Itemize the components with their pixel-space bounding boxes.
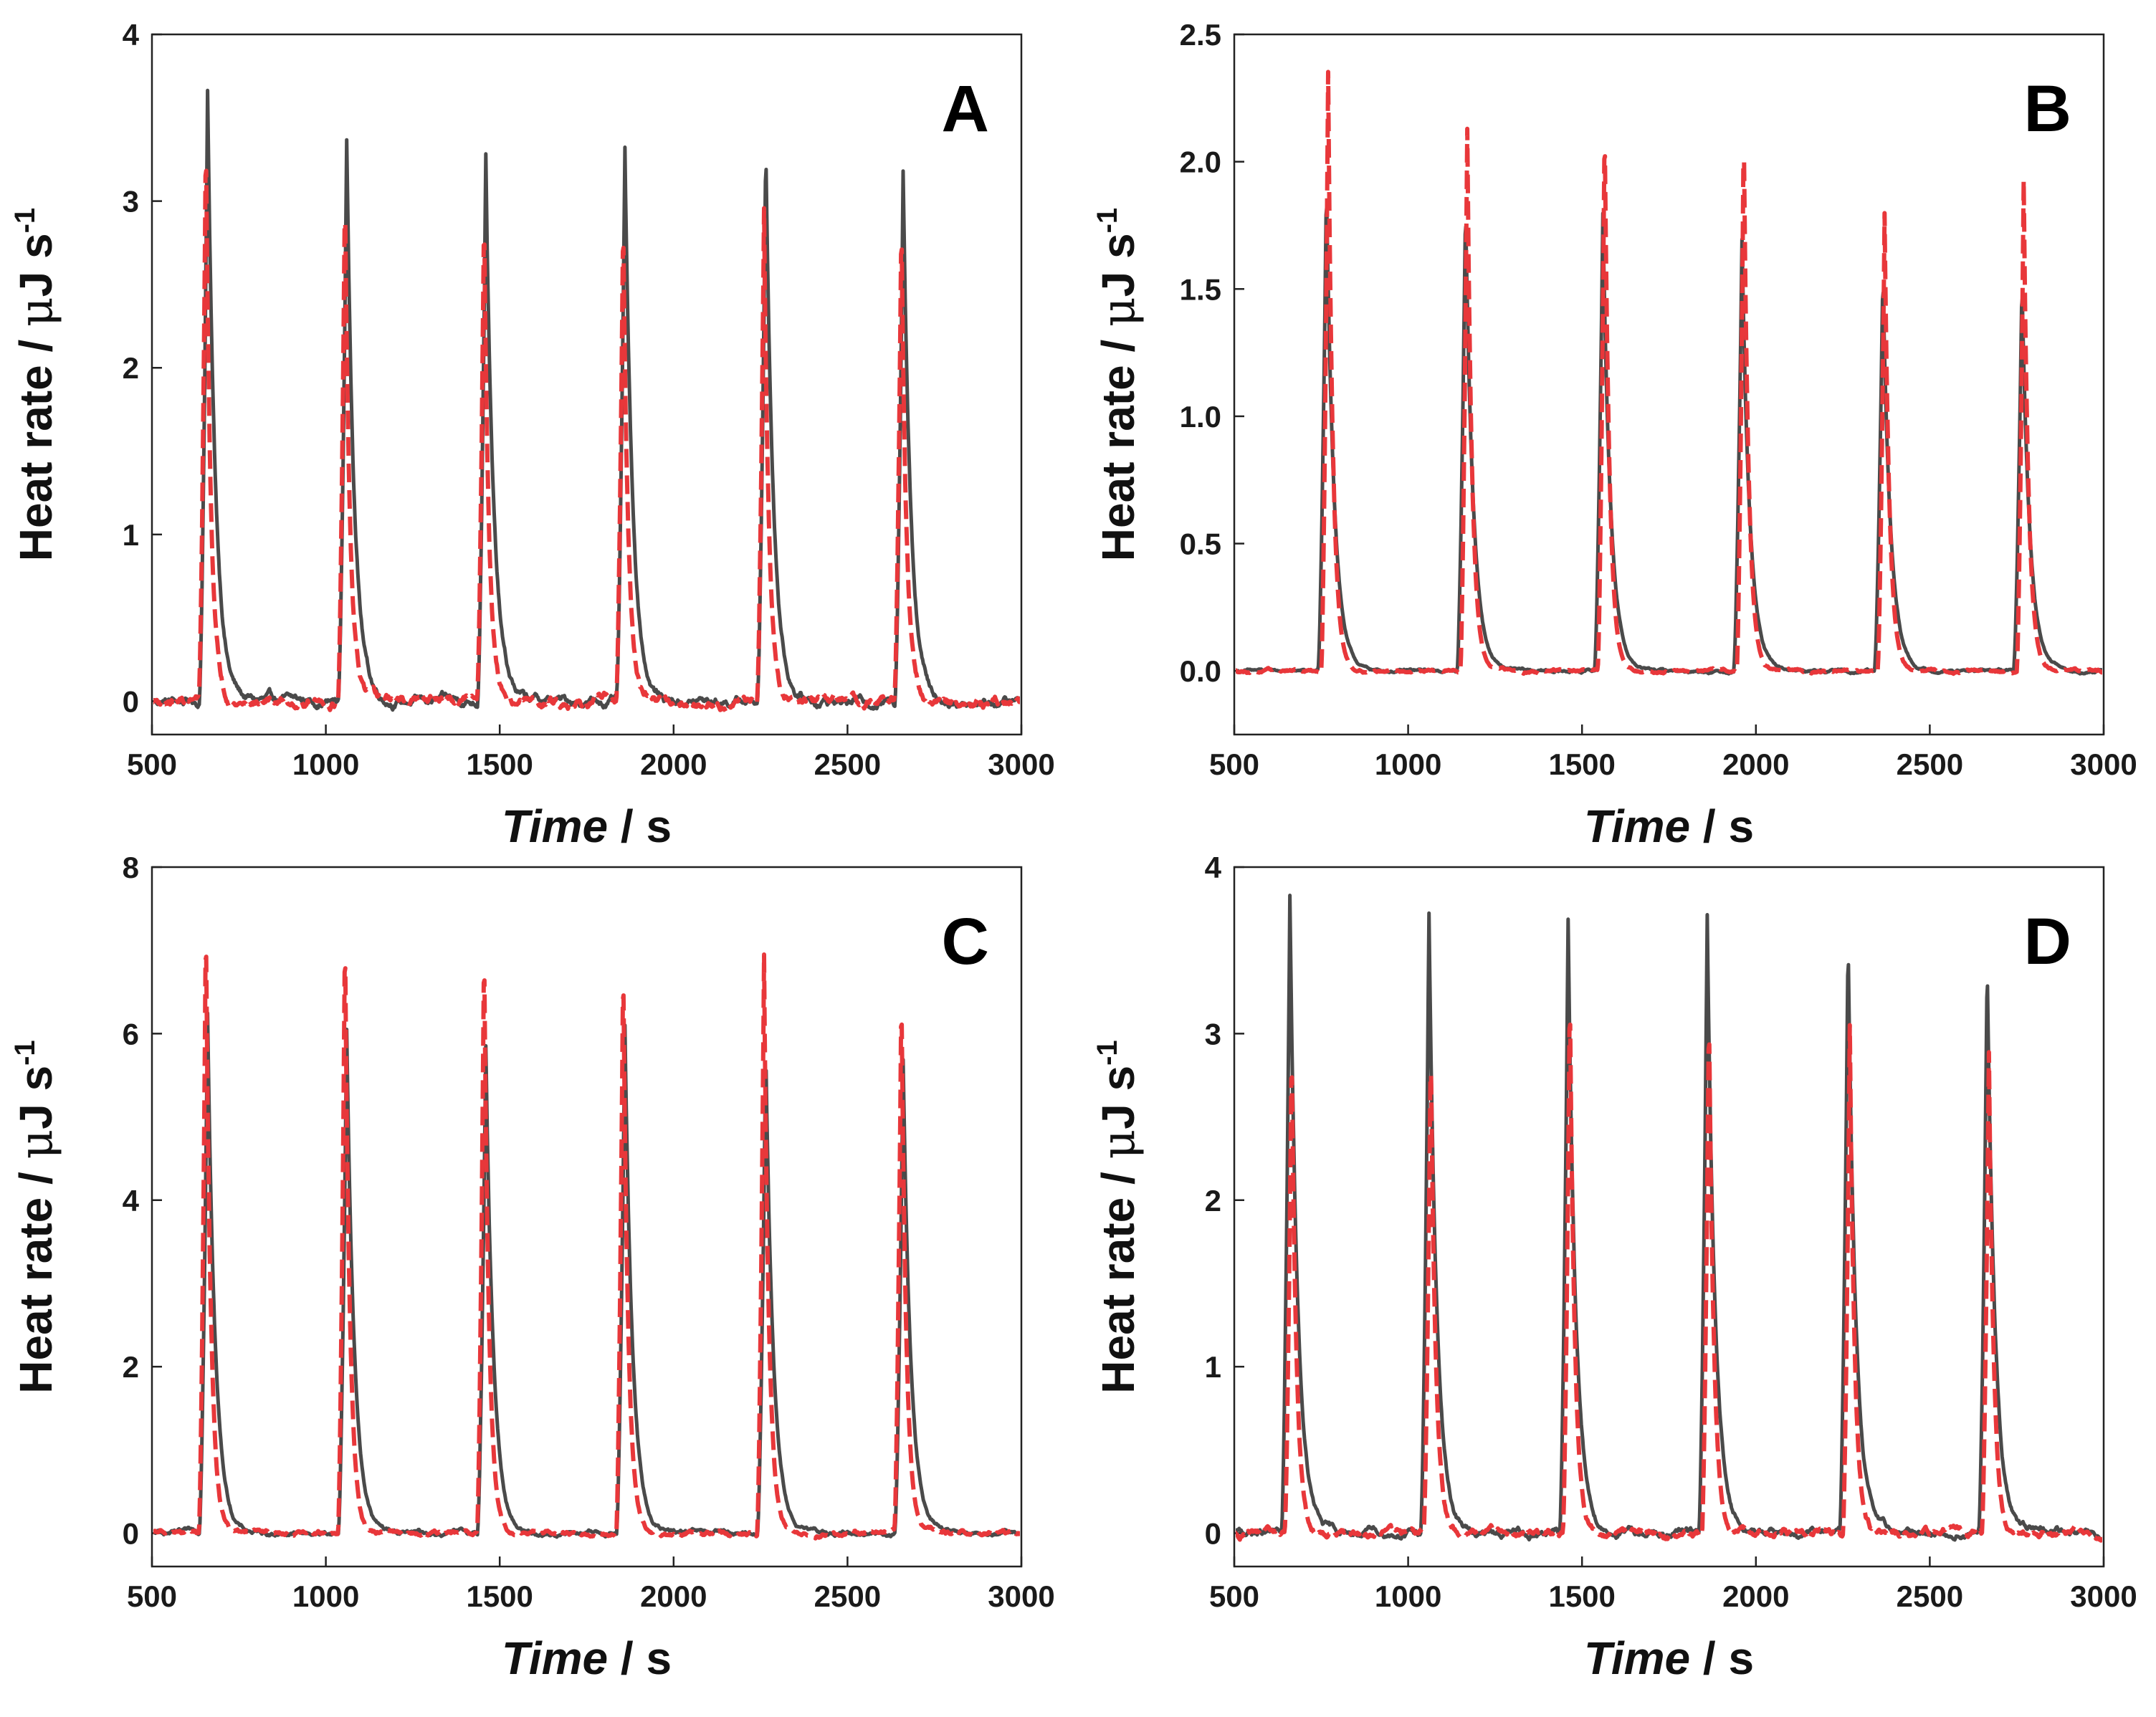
y-tick-label: 4 xyxy=(123,18,140,52)
y-tick-label: 2 xyxy=(123,351,139,385)
x-tick-label: 2000 xyxy=(640,747,707,781)
x-tick-label: 500 xyxy=(127,1579,177,1613)
y-tick-label: 2.0 xyxy=(1180,145,1221,179)
x-tick-label: 3000 xyxy=(2070,1579,2137,1613)
y-axis-title-unit: J s xyxy=(1092,233,1144,297)
series-line-measured xyxy=(1236,205,2102,676)
y-tick-label: 4 xyxy=(1205,851,1222,884)
x-axis-title-variable: Time xyxy=(1584,1632,1690,1684)
x-tick-label: 2000 xyxy=(1722,1579,1789,1613)
y-axis-title-mu: μ xyxy=(1092,1129,1145,1159)
y-tick-label: 0.5 xyxy=(1180,527,1221,561)
x-axis-title: Time / s xyxy=(502,800,672,852)
x-axis-title-unit: / s xyxy=(1690,800,1754,852)
y-tick-label: 0 xyxy=(1205,1517,1221,1551)
y-axis-title: Heat rate / μJ s-1 xyxy=(9,208,63,561)
plot-frame xyxy=(1233,866,2105,1568)
x-tick-label: 1500 xyxy=(1548,1579,1615,1613)
series-line-simulated xyxy=(1236,70,2102,676)
y-axis-title-unit: J s xyxy=(10,1066,62,1129)
panel-d: 500 1000 1500 2000 2500 3000 0 1 2 3 4 Time / s Heat… xyxy=(1092,851,2137,1684)
panel-a: 500 1000 1500 2000 2500 3000 0 1 2 3 4 Time / s Heat… xyxy=(9,18,1055,852)
y-axis-title: Heat rate / μJ s-1 xyxy=(1092,1040,1145,1393)
x-tick-label: 2000 xyxy=(1722,747,1789,781)
x-axis-title: Time / s xyxy=(1584,800,1754,852)
y-axis-title-superscript: -1 xyxy=(9,1040,41,1066)
y-axis-title-main: Heat rate / xyxy=(10,1159,62,1393)
y-tick-label: 1 xyxy=(123,518,139,552)
y-tick-label: 2 xyxy=(1205,1184,1221,1218)
x-tick-label: 2500 xyxy=(814,747,881,781)
series-line-measured xyxy=(1236,894,2102,1542)
x-tick-label: 3000 xyxy=(988,747,1054,781)
series-line-simulated xyxy=(153,952,1020,1541)
y-axis-title-mu: μ xyxy=(10,1129,63,1159)
x-tick-label: 1000 xyxy=(1375,1579,1441,1613)
x-tick-label: 2000 xyxy=(640,1579,707,1613)
x-axis-title-variable: Time xyxy=(502,1632,608,1684)
y-tick-label: 0 xyxy=(123,1517,139,1551)
y-axis-title-main: Heat rate / xyxy=(1092,327,1144,561)
x-tick-label: 2500 xyxy=(1897,747,1963,781)
series-line-simulated xyxy=(1236,1022,2102,1543)
x-axis-title-unit: / s xyxy=(1690,1632,1754,1684)
y-tick-label: 6 xyxy=(123,1017,139,1051)
y-axis-title-superscript: -1 xyxy=(1092,1040,1123,1066)
y-tick-label: 0.0 xyxy=(1180,654,1221,688)
x-tick-label: 1500 xyxy=(1548,747,1615,781)
panel-b: 500 1000 1500 2000 2500 3000 0.0 0.5 1.0 1.5 2.0 2.… xyxy=(1092,18,2137,852)
x-tick-label: 1500 xyxy=(466,747,533,781)
series-line-measured xyxy=(153,1011,1020,1539)
y-tick-label: 2.5 xyxy=(1180,18,1221,52)
y-axis-title-main: Heat rate / xyxy=(1092,1159,1144,1393)
plot-frame xyxy=(151,866,1023,1568)
y-axis-title-superscript: -1 xyxy=(1092,208,1123,234)
x-tick-label: 1000 xyxy=(292,747,359,781)
x-tick-label: 1000 xyxy=(1375,747,1441,781)
x-axis-title: Time / s xyxy=(502,1632,672,1684)
x-axis-title-unit: / s xyxy=(608,800,672,852)
y-tick-label: 1 xyxy=(1205,1350,1221,1384)
y-axis-title-mu: μ xyxy=(1092,297,1145,327)
x-axis-title-variable: Time xyxy=(502,800,608,852)
panel-c: 500 1000 1500 2000 2500 3000 0 2 4 6 8 Time / s Heat… xyxy=(9,851,1055,1684)
x-tick-label: 3000 xyxy=(2070,747,2137,781)
x-tick-label: 2500 xyxy=(1897,1579,1963,1613)
y-tick-label: 0 xyxy=(123,684,139,718)
y-tick-label: 1.5 xyxy=(1180,272,1221,306)
series-line-measured xyxy=(153,88,1020,712)
x-axis-title-variable: Time xyxy=(1584,800,1690,852)
y-axis-title-main: Heat rate / xyxy=(10,327,62,561)
y-axis-title-superscript: -1 xyxy=(9,208,41,234)
y-tick-label: 4 xyxy=(123,1184,140,1218)
x-axis-title-unit: / s xyxy=(608,1632,672,1684)
y-tick-label: 3 xyxy=(1205,1017,1221,1051)
x-tick-label: 500 xyxy=(127,747,177,781)
panel-letter: C xyxy=(942,905,989,978)
x-tick-label: 500 xyxy=(1209,747,1259,781)
y-tick-label: 1.0 xyxy=(1180,400,1221,434)
x-tick-label: 500 xyxy=(1209,1579,1259,1613)
y-axis-title-unit: J s xyxy=(1092,1066,1144,1129)
panel-letter: D xyxy=(2024,905,2071,978)
y-tick-label: 8 xyxy=(123,851,139,884)
plot-frame xyxy=(151,33,1023,736)
series-line-simulated xyxy=(153,168,1020,714)
x-tick-label: 1000 xyxy=(292,1579,359,1613)
y-axis-title-mu: μ xyxy=(10,297,63,327)
x-tick-label: 2500 xyxy=(814,1579,881,1613)
panel-letter: B xyxy=(2024,72,2071,145)
y-axis-title-unit: J s xyxy=(10,233,62,297)
y-axis-title: Heat rate / μJ s-1 xyxy=(9,1040,63,1393)
x-tick-label: 3000 xyxy=(988,1579,1054,1613)
x-axis-title: Time / s xyxy=(1584,1632,1754,1684)
x-tick-label: 1500 xyxy=(466,1579,533,1613)
y-tick-label: 3 xyxy=(123,185,139,219)
panel-letter: A xyxy=(942,72,989,145)
y-tick-label: 2 xyxy=(123,1350,139,1384)
plot-frame xyxy=(1233,33,2105,736)
y-axis-title: Heat rate / μJ s-1 xyxy=(1092,208,1145,561)
